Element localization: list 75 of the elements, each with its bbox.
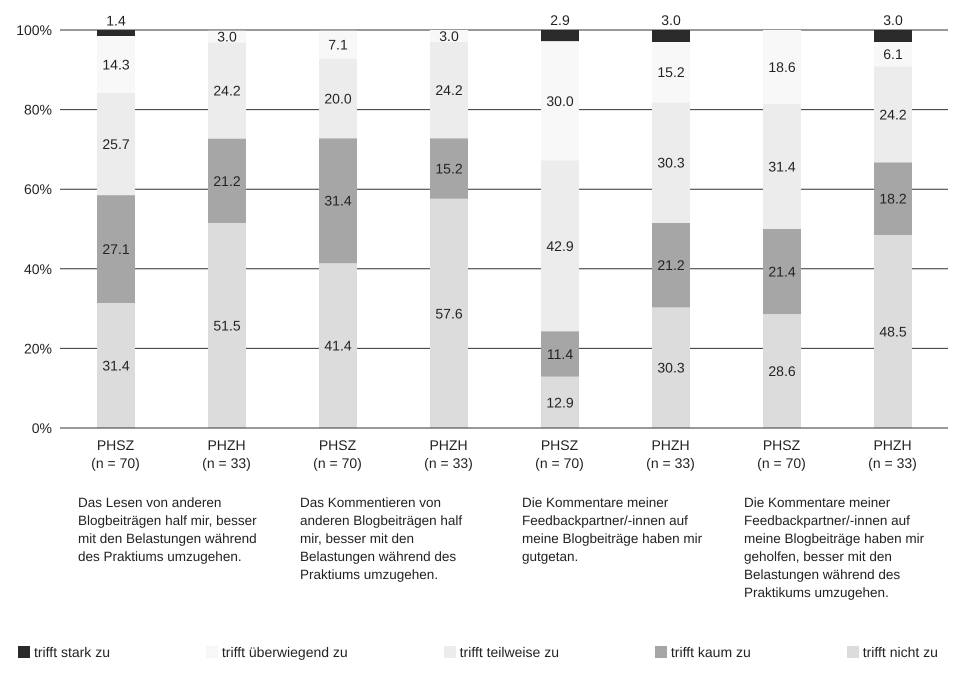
data-label: 31.4 (324, 192, 352, 209)
bar (763, 314, 801, 428)
data-label: 25.7 (102, 136, 130, 152)
data-label: 28.6 (768, 363, 796, 380)
data-label: 41.4 (324, 338, 352, 354)
bar (319, 263, 357, 428)
data-label: 2.9 (550, 12, 570, 28)
bar (208, 138, 246, 224)
text: Das Kommentieren von anderen Blogbeiträgen half mir, besser mit den Belastungen während des Praktiums umzugehen. (299, 494, 464, 584)
data-label: 57.6 (435, 305, 463, 322)
data-label: 14.3 (102, 56, 130, 72)
bar (652, 223, 690, 308)
y-tick-label: 40% (24, 260, 52, 277)
data-label: 3.0 (883, 12, 903, 28)
legend-label: trifft nicht zu (862, 644, 938, 660)
bar (763, 229, 801, 314)
data-label: 30.0 (546, 92, 574, 109)
bar (430, 198, 468, 428)
data-label: 24.2 (435, 82, 463, 98)
bar (652, 307, 690, 428)
bar (430, 138, 468, 199)
data-label: 30.3 (657, 360, 685, 376)
data-label: 24.2 (879, 106, 907, 122)
x-tick-label: PHZH (n = 33) (202, 437, 251, 471)
data-label: 3.0 (217, 28, 237, 44)
data-label: 3.0 (661, 12, 681, 28)
data-label: 21.4 (768, 264, 796, 280)
data-label: 7.1 (328, 36, 348, 52)
data-label: 18.6 (768, 58, 796, 75)
y-tick-label: 100% (16, 22, 52, 38)
data-label: 31.4 (768, 158, 796, 174)
x-tick-label: PHSZ (n = 70) (313, 437, 362, 471)
x-tick-label: PHZH (n = 33) (868, 437, 917, 471)
y-tick-label: 20% (24, 340, 52, 356)
legend-label: trifft kaum zu (670, 644, 751, 660)
data-label: 21.2 (213, 172, 241, 189)
data-label: 27.1 (102, 241, 130, 258)
legend-label: trifft teilweise zu (460, 644, 559, 660)
data-label: 51.5 (213, 317, 241, 334)
bar (541, 331, 579, 377)
legend-label: trifft überwiegend zu (222, 644, 348, 660)
data-label: 3.0 (439, 28, 459, 44)
bar (874, 162, 912, 235)
data-label: 21.2 (657, 257, 685, 274)
x-tick-label: PHZH (n = 33) (424, 437, 473, 471)
bar (208, 223, 246, 428)
data-label: 1.4 (106, 12, 126, 28)
legend-label: trifft stark zu (34, 644, 110, 660)
data-label: 42.9 (546, 238, 574, 254)
data-label: 30.3 (657, 154, 685, 171)
data-label: 24.2 (213, 82, 241, 98)
x-tick-label: PHSZ (n = 70) (757, 437, 806, 471)
y-tick-label: 0% (32, 420, 52, 436)
data-label: 20.0 (324, 90, 352, 106)
text: Die Kommentare meiner Feedbackpartner/-innen auf meine Blogbeiträge haben mir geholfen, besser mit den Belastungen während des Praktikums umzugehen. (743, 494, 926, 602)
data-label: 15.2 (435, 160, 463, 176)
data-label: 48.5 (879, 323, 907, 340)
data-label: 12.9 (546, 394, 574, 410)
x-tick-label: PHSZ (n = 70) (91, 437, 140, 471)
bar (319, 138, 357, 264)
bar (97, 195, 135, 304)
x-tick-label: PHZH (n = 33) (646, 437, 695, 471)
y-tick-label: 80% (24, 102, 52, 118)
data-label: 31.4 (102, 357, 130, 374)
bar (97, 303, 135, 428)
data-label: 15.2 (657, 64, 685, 80)
bar (541, 376, 579, 428)
y-tick-label: 60% (24, 181, 52, 198)
data-label: 18.2 (879, 190, 907, 207)
data-label: 6.1 (883, 46, 903, 62)
data-label: 11.4 (546, 346, 574, 362)
text: Das Lesen von anderen Blogbeiträgen half mir, besser mit den Belastungen während des Praktiums umzugehen. (77, 494, 258, 566)
text: Die Kommentare meiner Feedbackpartner/-innen auf meine Blogbeiträge haben mir gutgetan. (521, 494, 704, 566)
x-tick-label: PHSZ (n = 70) (535, 437, 584, 471)
bar (874, 234, 912, 428)
